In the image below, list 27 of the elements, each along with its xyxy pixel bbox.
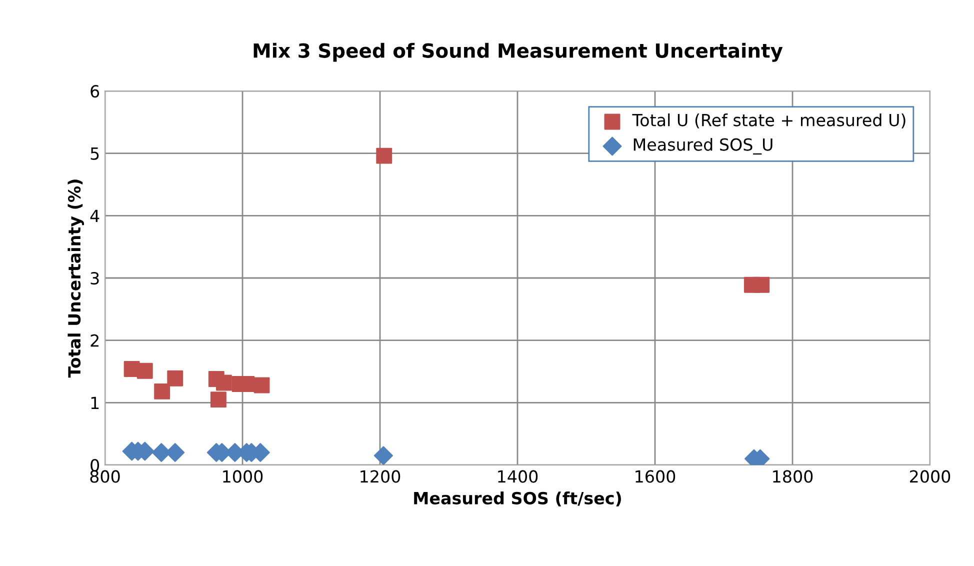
x-tick-label: 1800 bbox=[773, 470, 813, 483]
point bbox=[167, 370, 184, 386]
y-tick-label: 1 bbox=[91, 396, 99, 409]
y-axis-title: Total Uncertainty (%) bbox=[68, 180, 84, 378]
point bbox=[154, 383, 170, 400]
y-tick-label: 2 bbox=[90, 334, 98, 347]
point bbox=[254, 377, 270, 394]
point bbox=[210, 392, 226, 408]
point bbox=[374, 446, 393, 465]
point bbox=[216, 374, 232, 391]
y-tick-label: 3 bbox=[90, 272, 99, 285]
legend-label: Measured SOS_U bbox=[634, 138, 772, 155]
x-tick-label: 1200 bbox=[360, 470, 400, 483]
point bbox=[376, 148, 392, 164]
y-tick-label: 4 bbox=[90, 210, 100, 222]
x-tick-label: 1400 bbox=[498, 470, 538, 483]
x-tick-label: 800 bbox=[90, 470, 120, 483]
x-tick-label: 2000 bbox=[910, 470, 950, 483]
x-axis-title: Measured SOS (ft/sec) bbox=[414, 492, 621, 506]
point bbox=[754, 276, 770, 293]
x-tick-label: 1000 bbox=[223, 470, 263, 483]
y-tick-label: 6 bbox=[90, 84, 100, 98]
legend-label: Total U (Ref state + measured U) bbox=[632, 113, 906, 128]
x-tick-label: 1600 bbox=[636, 470, 676, 483]
point bbox=[136, 362, 153, 379]
y-tick-label: 5 bbox=[90, 148, 99, 160]
chart-title: Mix 3 Speed of Sound Measurement Uncertainty bbox=[254, 42, 783, 62]
